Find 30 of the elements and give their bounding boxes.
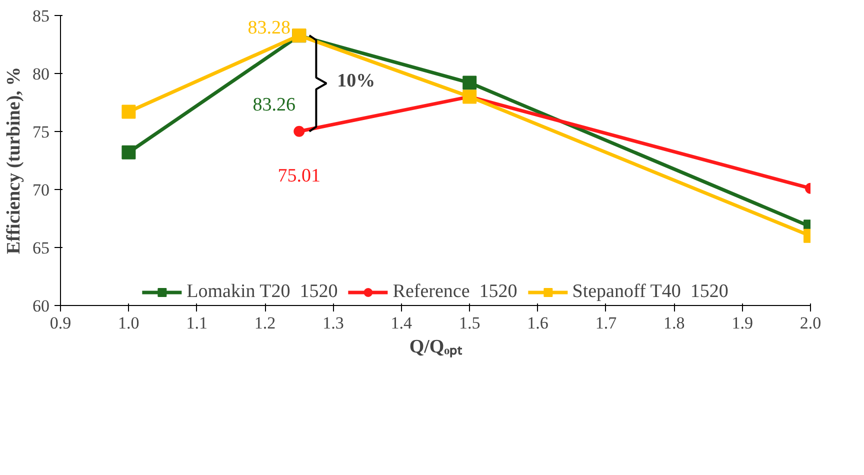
y-tick-label: 65 [32, 238, 50, 258]
legend-label: Reference 1520 [392, 281, 518, 303]
legend-label: Stepanoff T40 1520 [572, 281, 728, 303]
point [122, 145, 136, 160]
x-tick-label: 1.1 [186, 314, 208, 332]
x-tick-label: 1.5 [458, 314, 480, 332]
point [462, 76, 477, 90]
x-tick-label: 1.4 [390, 314, 413, 332]
y-tick-label: 80 [32, 64, 50, 84]
annotation: 10% [337, 70, 376, 92]
data-label: 83.28 [248, 17, 291, 38]
y-axis-title: Efficiency (turbine), % [4, 66, 24, 254]
x-tick-label: 0.9 [50, 314, 72, 332]
x-tick-label: 2.0 [800, 314, 822, 332]
x-tick-label: 1.2 [254, 314, 276, 332]
x-tick-label: 1.8 [664, 314, 685, 332]
data-label: 75.01 [278, 165, 321, 186]
y-tick-label: 85 [32, 6, 50, 26]
y-tick-label: 60 [32, 296, 50, 316]
x-tick-label: 1.6 [527, 314, 548, 332]
x-tick-label: 1.9 [732, 314, 753, 332]
x-tick-label: 1.3 [322, 314, 344, 332]
legend-label: Lomakin T20 1520 [186, 281, 338, 303]
point [122, 104, 136, 119]
x-tick-label: 1.0 [118, 314, 140, 332]
y-tick-label: 75 [32, 122, 50, 142]
x-tick-label: 1.7 [595, 314, 618, 332]
x-axis-title: Q/Qₒₚₜ [409, 336, 463, 358]
data-label: 83.26 [252, 94, 296, 116]
y-tick-label: 70 [32, 180, 50, 200]
